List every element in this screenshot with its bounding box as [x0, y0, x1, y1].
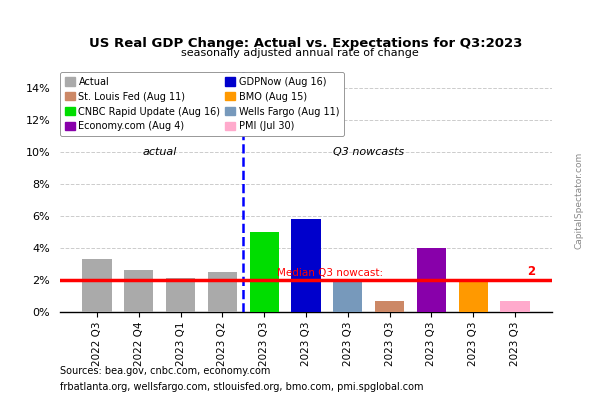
- Text: Median Q3 nowcast:: Median Q3 nowcast:: [277, 268, 383, 278]
- Text: seasonally adjusted annual rate of change: seasonally adjusted annual rate of chang…: [181, 48, 419, 58]
- Text: CapitalSpectator.com: CapitalSpectator.com: [575, 151, 583, 249]
- Legend: Actual, St. Louis Fed (Aug 11), CNBC Rapid Update (Aug 16), Economy.com (Aug 4),: Actual, St. Louis Fed (Aug 11), CNBC Rap…: [60, 72, 344, 136]
- Bar: [124, 270, 154, 312]
- Bar: [166, 278, 195, 312]
- Bar: [250, 232, 279, 312]
- Text: Q3 nowcasts: Q3 nowcasts: [333, 147, 404, 157]
- Text: frbatlanta.org, wellsfargo.com, stlouisfed.org, bmo.com, pmi.spglobal.com: frbatlanta.org, wellsfargo.com, stlouisf…: [60, 382, 424, 392]
- Text: 2: 2: [527, 266, 536, 278]
- Bar: [333, 280, 362, 312]
- Bar: [458, 280, 488, 312]
- Bar: [417, 248, 446, 312]
- Text: Sources: bea.gov, cnbc.com, economy.com: Sources: bea.gov, cnbc.com, economy.com: [60, 366, 271, 376]
- Bar: [82, 259, 112, 312]
- Title: US Real GDP Change: Actual vs. Expectations for Q3:2023: US Real GDP Change: Actual vs. Expectati…: [89, 37, 523, 50]
- Bar: [500, 301, 530, 312]
- Text: actual: actual: [143, 147, 177, 157]
- Bar: [292, 219, 320, 312]
- Bar: [375, 301, 404, 312]
- Bar: [208, 272, 237, 312]
